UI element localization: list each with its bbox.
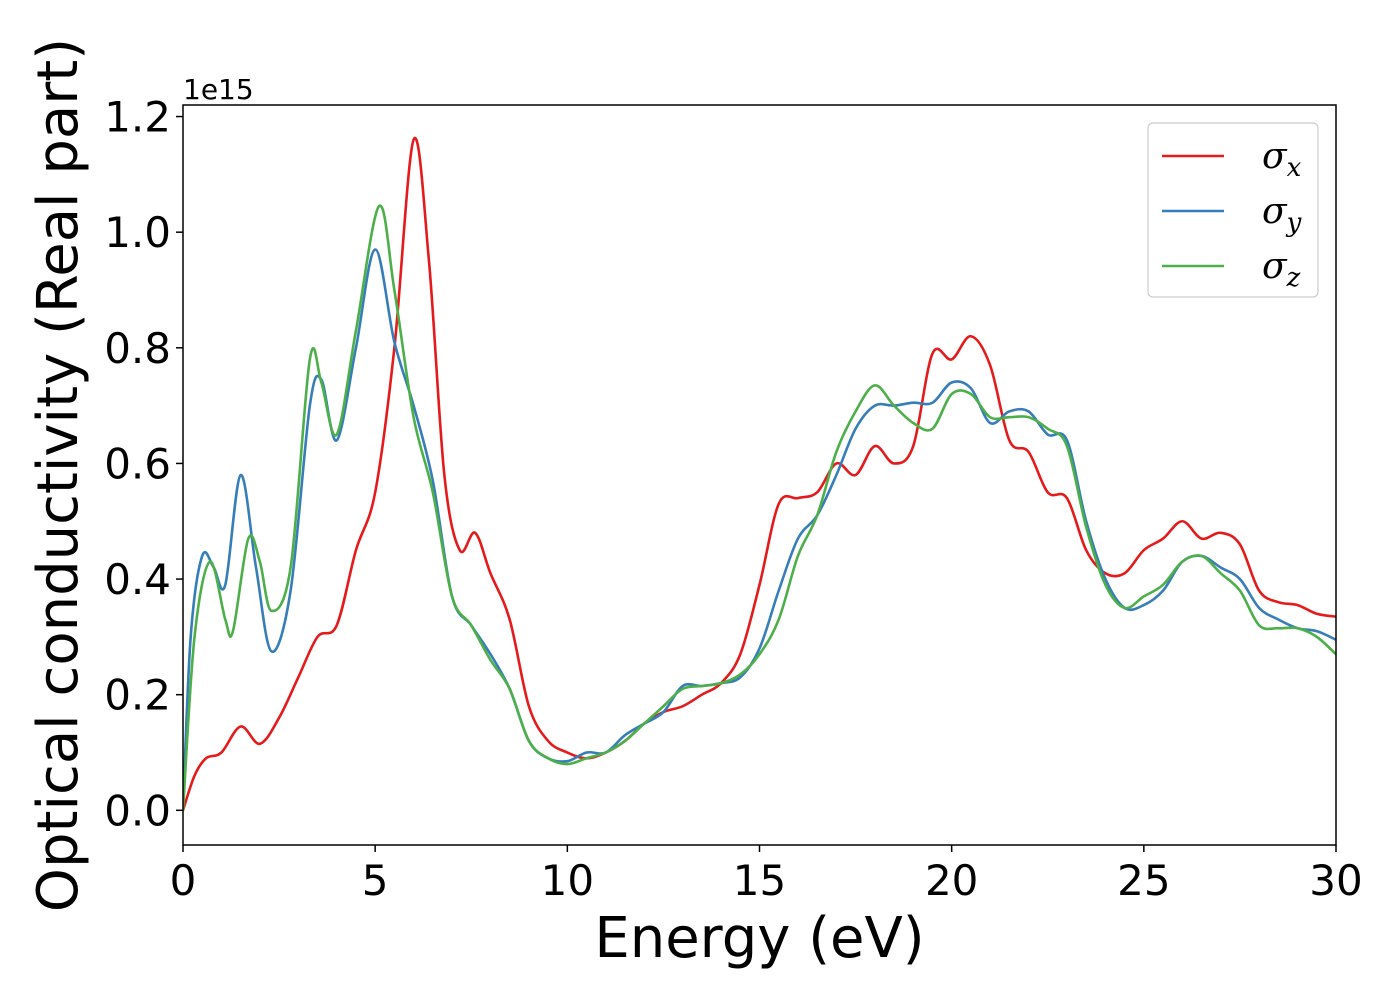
x-tick-label: 5	[362, 856, 389, 905]
x-tick-label: 15	[733, 856, 786, 905]
legend-box	[1147, 122, 1319, 298]
legend-label-y: σy	[1262, 191, 1302, 238]
plot-area	[183, 136, 1336, 812]
x-axis: 0 5 10 15 20 25 30	[170, 845, 1363, 905]
y-axis-offset-label: 1e15	[183, 73, 254, 106]
y-tick-label: 0.6	[104, 439, 171, 488]
legend: σx σy σz	[1147, 122, 1319, 298]
y-axis-title: Optical conductivity (Real part)	[26, 38, 91, 912]
y-tick-label: 1.0	[104, 208, 171, 257]
x-tick-label: 0	[170, 856, 197, 905]
legend-label-z: σz	[1262, 246, 1301, 293]
x-axis-title: Energy (eV)	[594, 906, 924, 971]
y-tick-label: 1.2	[104, 93, 171, 142]
y-tick-label: 0.0	[104, 786, 171, 835]
y-axis: 0.0 0.2 0.4 0.6 0.8 1.0 1.2	[104, 93, 183, 835]
series-line-z	[183, 204, 1336, 812]
x-tick-label: 20	[925, 856, 978, 905]
legend-label-x: σx	[1262, 136, 1302, 183]
y-tick-label: 0.2	[104, 671, 171, 720]
x-tick-label: 30	[1309, 856, 1362, 905]
x-tick-label: 25	[1117, 856, 1170, 905]
y-tick-label: 0.8	[104, 324, 171, 373]
x-tick-label: 10	[541, 856, 594, 905]
y-tick-label: 0.4	[104, 555, 171, 604]
